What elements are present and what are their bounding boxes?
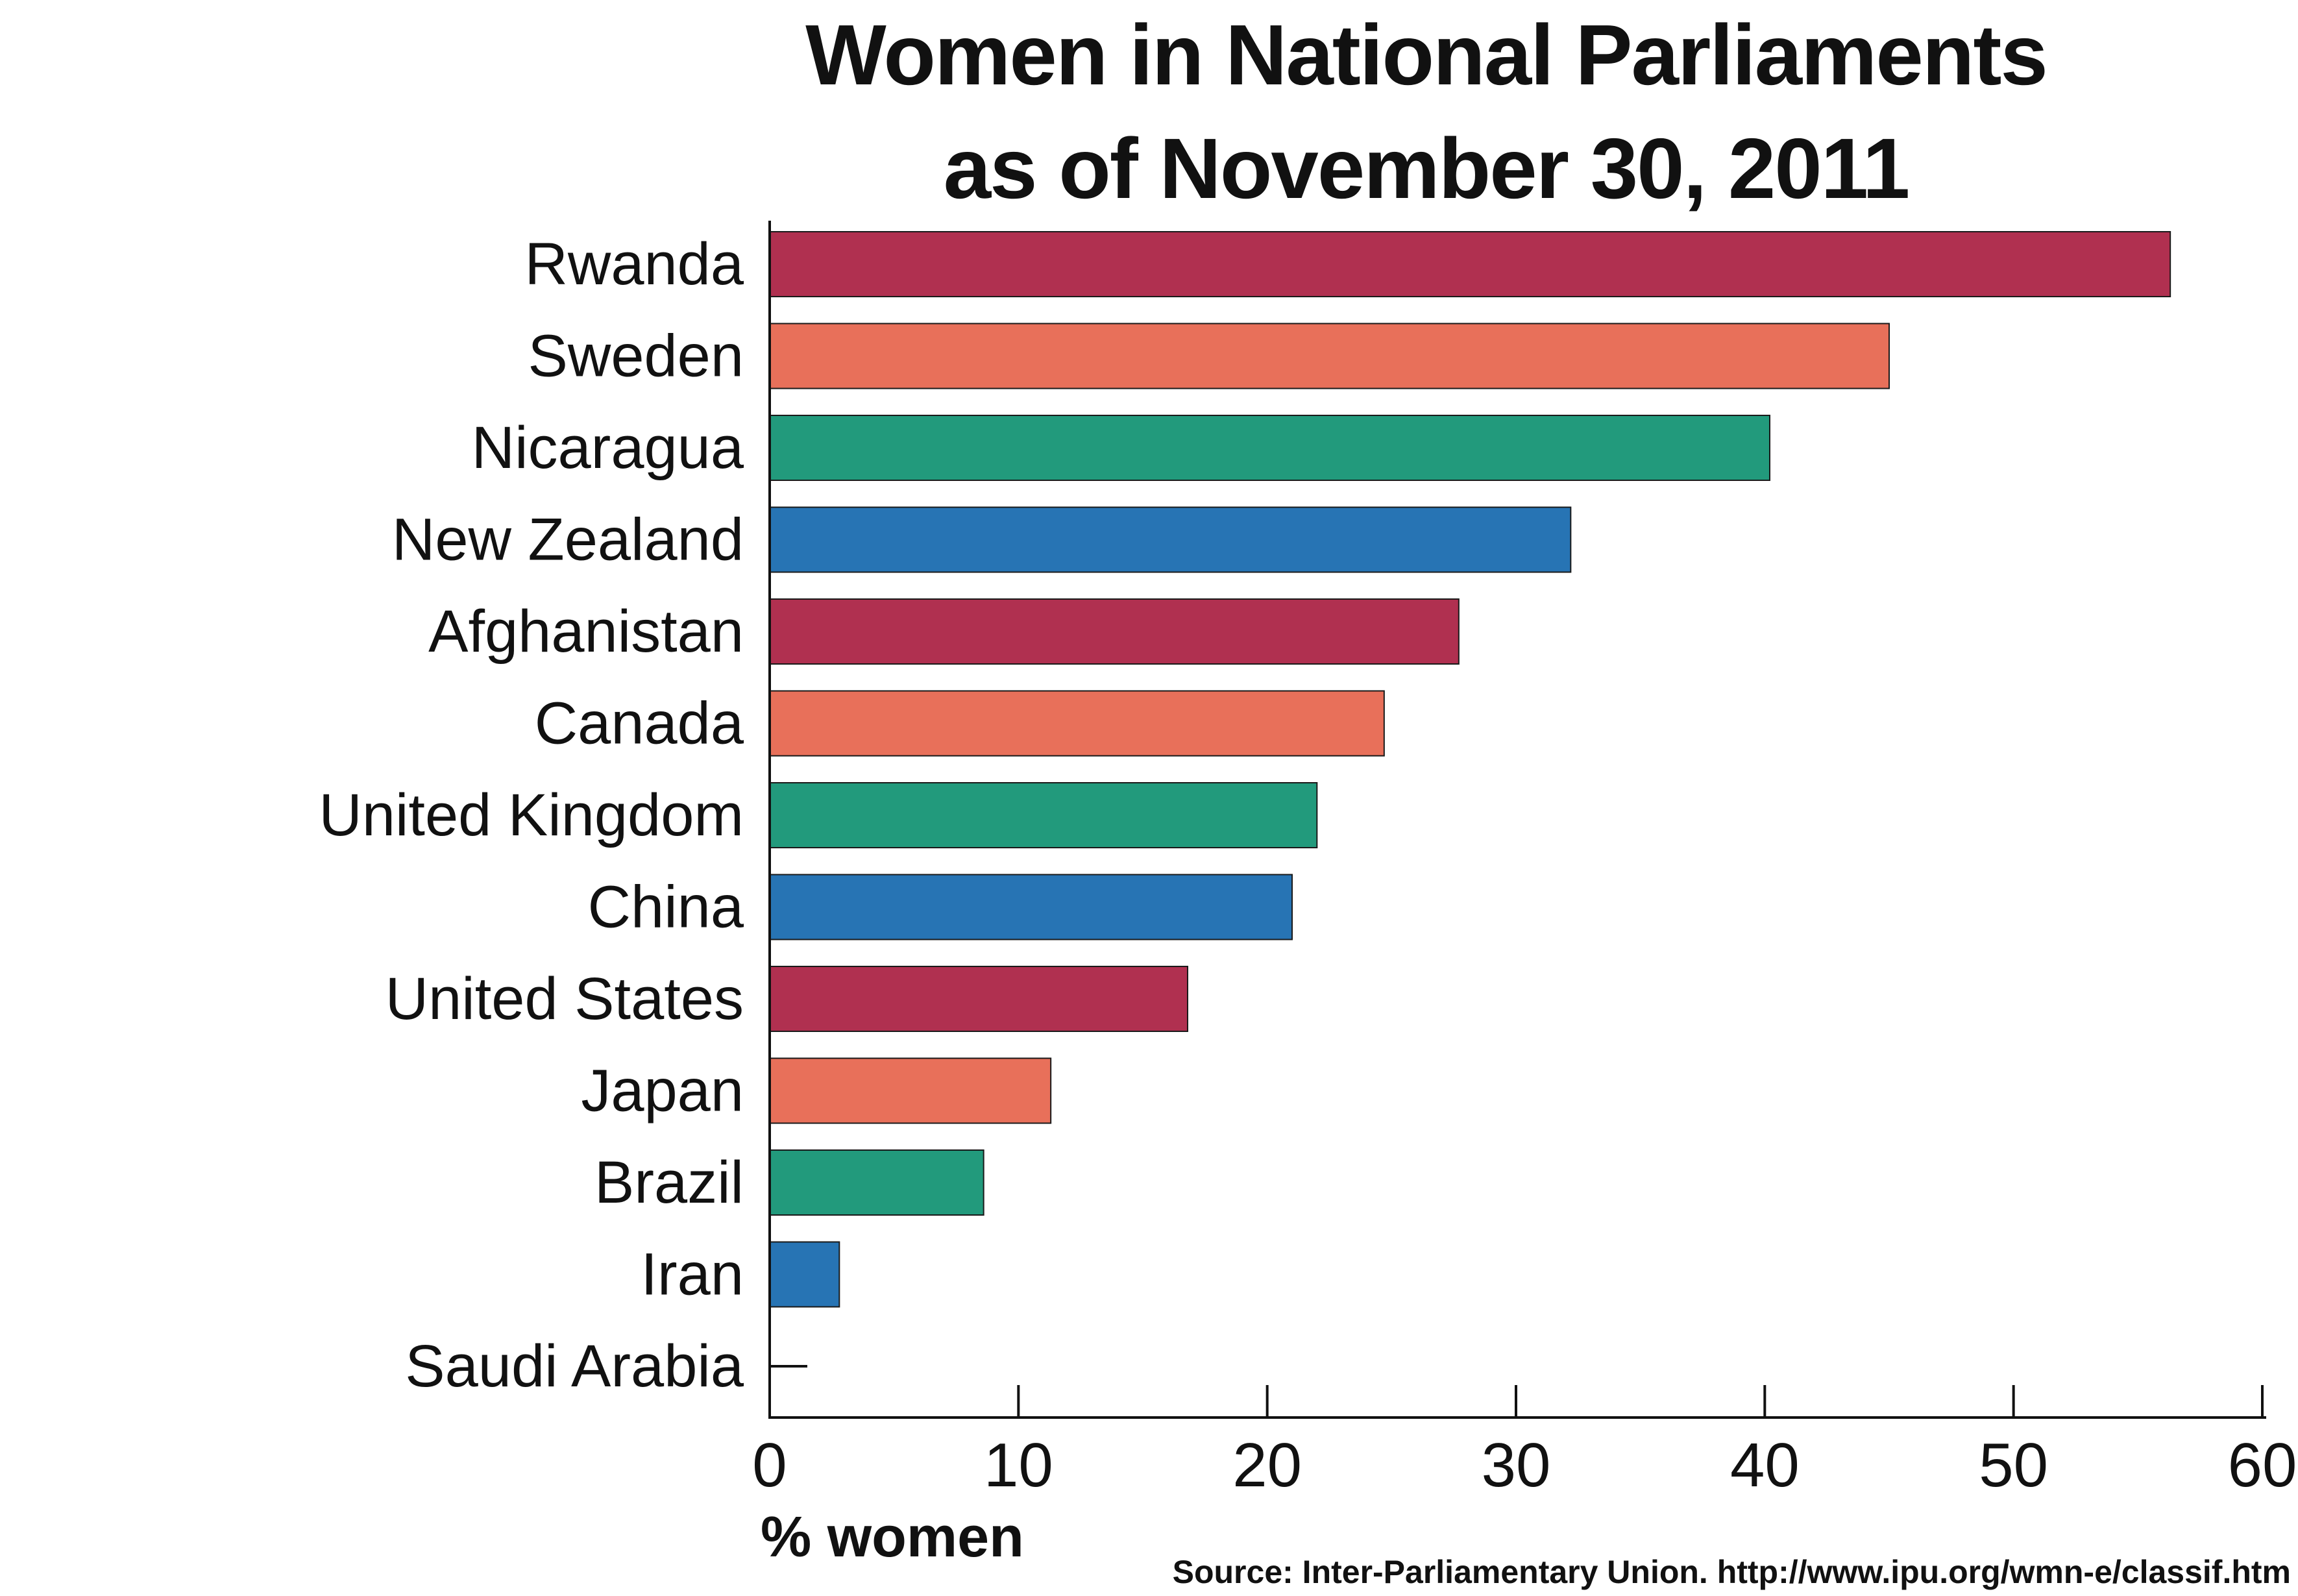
category-label-new-zealand: New Zealand xyxy=(392,507,744,573)
bar-japan xyxy=(769,1057,1052,1124)
category-labels: Rwanda Sweden Nicaragua New Zealand Afghanis… xyxy=(319,231,744,1399)
chart-title-line-2: as of November 30, 2011 xyxy=(943,121,1911,216)
bar-brazil xyxy=(769,1149,984,1216)
category-label-united-states: United States xyxy=(385,966,744,1032)
category-label-united-kingdom: United Kingdom xyxy=(319,782,744,848)
bar-sweden xyxy=(769,323,1890,389)
category-label-japan: Japan xyxy=(581,1058,744,1124)
x-tick-label-40: 40 xyxy=(1730,1430,1800,1500)
x-tick-label-0: 0 xyxy=(752,1430,787,1500)
bar-united-states xyxy=(769,966,1188,1032)
category-label-saudi-arabia: Saudi Arabia xyxy=(405,1333,744,1399)
x-axis-ticks: 0 10 20 30 40 50 60 xyxy=(752,1385,2297,1500)
x-tick-label-20: 20 xyxy=(1232,1430,1302,1500)
bars-layer xyxy=(769,231,2171,1368)
x-tick-label-30: 30 xyxy=(1482,1430,1551,1500)
source-note: Source: Inter-Parliamentary Union. http:… xyxy=(1172,1554,2291,1590)
bar-rwanda xyxy=(769,231,2171,297)
bar-afghanistan xyxy=(769,598,1460,665)
category-label-iran: Iran xyxy=(641,1242,744,1308)
category-label-sweden: Sweden xyxy=(528,323,744,389)
bar-new-zealand xyxy=(769,506,1572,573)
category-label-nicaragua: Nicaragua xyxy=(472,415,744,481)
bar-nicaragua xyxy=(769,415,1770,481)
x-tick-label-60: 60 xyxy=(2228,1430,2297,1500)
category-label-canada: Canada xyxy=(535,691,744,757)
x-axis-label: % women xyxy=(761,1504,1024,1569)
category-label-rwanda: Rwanda xyxy=(524,231,744,297)
category-label-afghanistan: Afghanistan xyxy=(428,598,744,665)
category-label-china: China xyxy=(588,874,744,940)
category-label-brazil: Brazil xyxy=(594,1149,744,1216)
x-tick-label-50: 50 xyxy=(1979,1430,2048,1500)
chart-title-line-1: Women in National Parliaments xyxy=(805,7,2048,103)
bar-canada xyxy=(769,690,1385,757)
bar-china xyxy=(769,874,1293,940)
bar-iran xyxy=(769,1241,840,1308)
x-tick-label-10: 10 xyxy=(984,1430,1053,1500)
bar-united-kingdom xyxy=(769,782,1318,848)
